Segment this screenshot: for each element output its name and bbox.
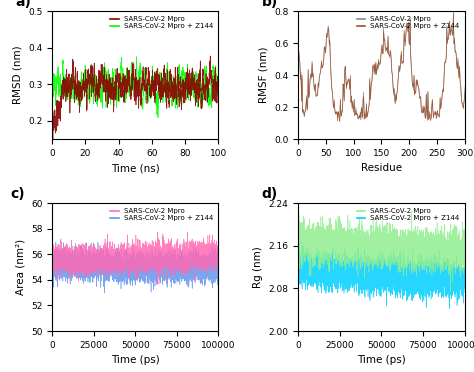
Y-axis label: RMSF (nm): RMSF (nm) [259,47,269,103]
Y-axis label: Area (nm²): Area (nm²) [15,239,26,295]
Legend: SARS-CoV-2 Mpro, SARS-CoV-2 Mpro + Z144: SARS-CoV-2 Mpro, SARS-CoV-2 Mpro + Z144 [355,15,461,31]
Legend: SARS-CoV-2 Mpro, SARS-CoV-2 Mpro + Z144: SARS-CoV-2 Mpro, SARS-CoV-2 Mpro + Z144 [355,206,461,222]
Y-axis label: RMSD (nm): RMSD (nm) [12,46,22,105]
X-axis label: Residue: Residue [361,163,402,173]
X-axis label: Time (ps): Time (ps) [357,355,406,365]
Text: b): b) [262,0,278,9]
Text: a): a) [16,0,31,9]
Text: c): c) [10,186,25,201]
Legend: SARS-CoV-2 Mpro, SARS-CoV-2 Mpro + Z144: SARS-CoV-2 Mpro, SARS-CoV-2 Mpro + Z144 [109,15,215,31]
Y-axis label: Rg (nm): Rg (nm) [253,246,263,288]
Legend: SARS-CoV-2 Mpro, SARS-CoV-2 Mpro + Z144: SARS-CoV-2 Mpro, SARS-CoV-2 Mpro + Z144 [109,206,215,222]
X-axis label: Time (ns): Time (ns) [111,163,160,173]
Text: d): d) [262,186,278,201]
X-axis label: Time (ps): Time (ps) [111,355,160,365]
